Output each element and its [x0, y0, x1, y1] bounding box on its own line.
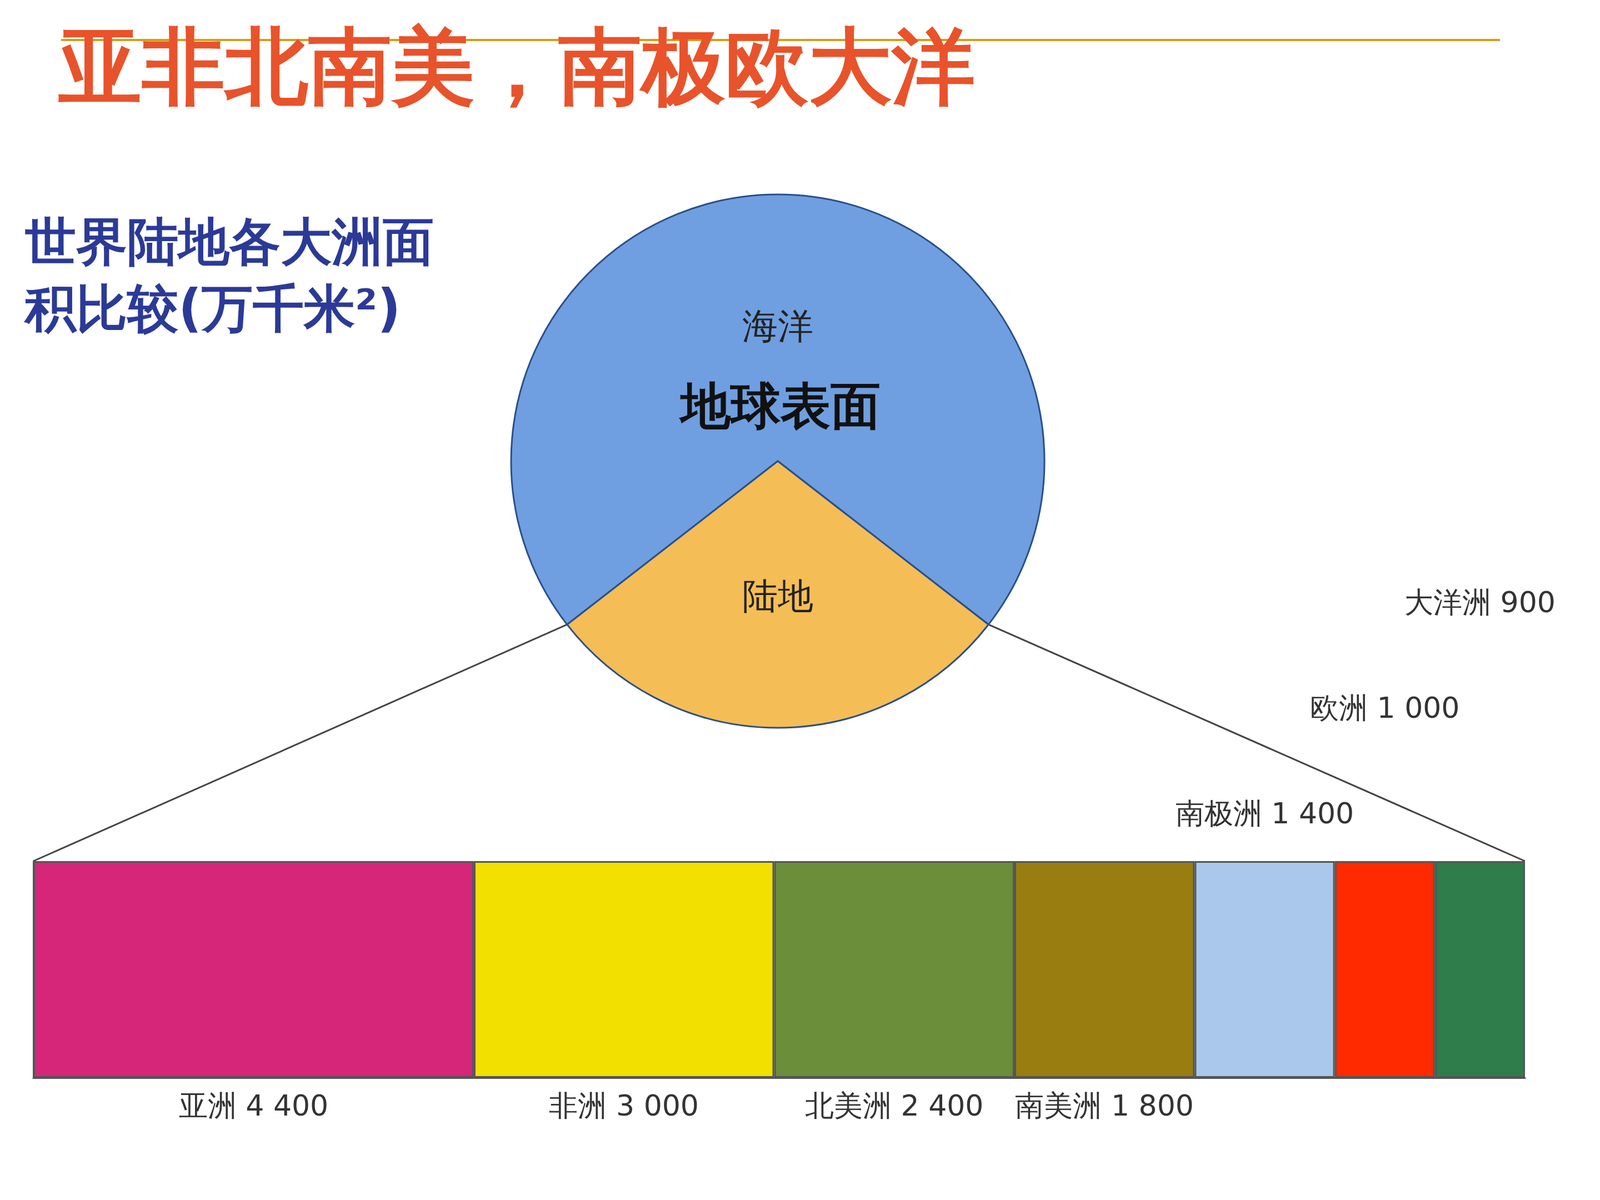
svg-text:地球表面: 地球表面: [678, 376, 881, 435]
svg-text:世界陆地各大洲面: 世界陆地各大洲面: [24, 212, 434, 272]
svg-text:亚非北南美，南极欧大洋: 亚非北南美，南极欧大洋: [57, 18, 975, 115]
svg-text:大洋洲 900: 大洋洲 900: [1404, 585, 1556, 619]
svg-text:南美洲 1 800: 南美洲 1 800: [1015, 1088, 1194, 1123]
svg-text:非洲 3 000: 非洲 3 000: [548, 1088, 699, 1123]
svg-text:南极洲 1 400: 南极洲 1 400: [1175, 796, 1354, 830]
svg-text:积比较(万千米²): 积比较(万千米²): [23, 278, 401, 339]
svg-text:陆地: 陆地: [742, 575, 814, 617]
svg-text:欧洲 1 000: 欧洲 1 000: [1310, 691, 1460, 725]
svg-text:北美洲 2 400: 北美洲 2 400: [805, 1088, 984, 1123]
svg-text:亚洲 4 400: 亚洲 4 400: [178, 1088, 329, 1123]
svg-text:海洋: 海洋: [742, 305, 814, 347]
